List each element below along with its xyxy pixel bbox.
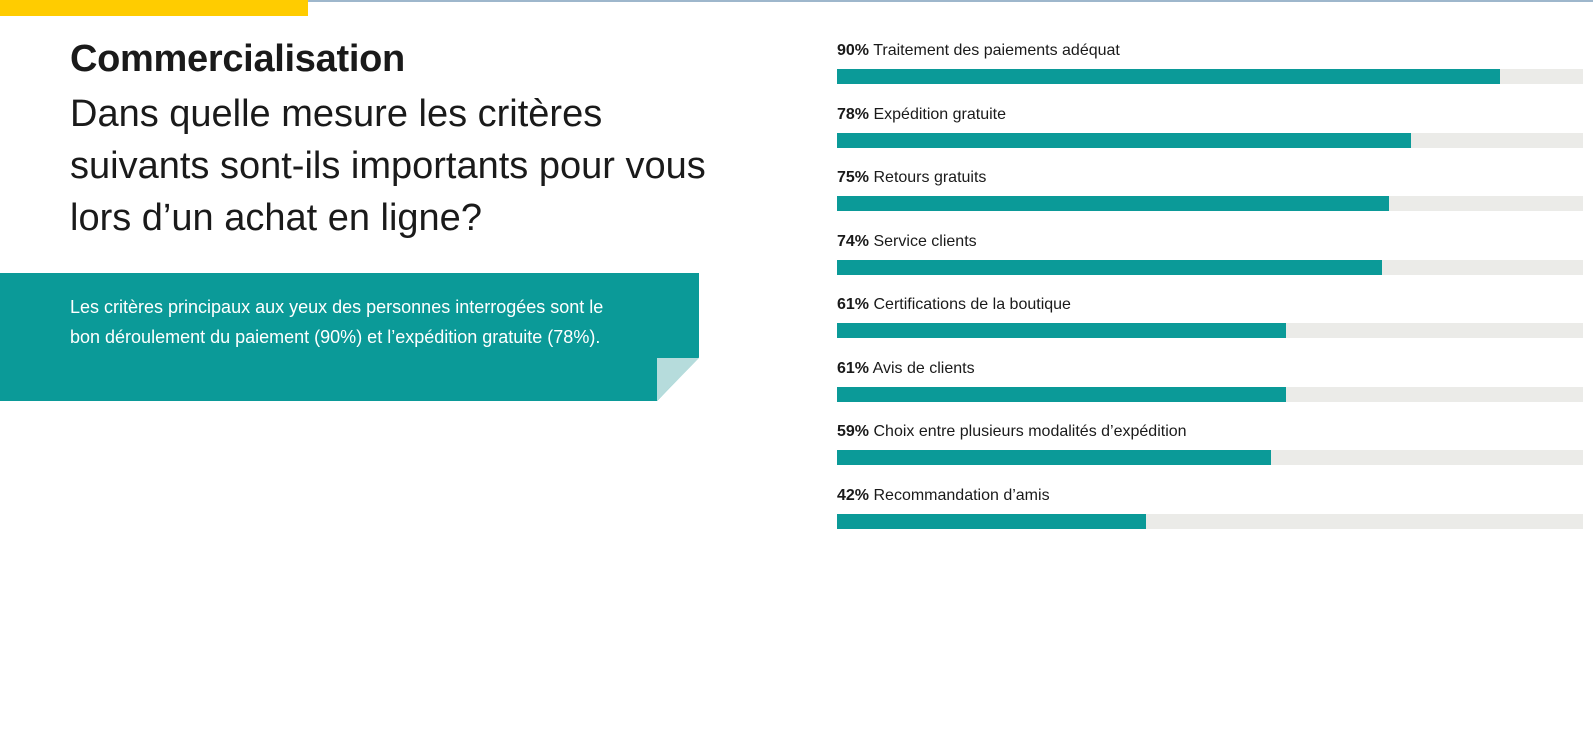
- page-title: Commercialisation: [70, 38, 405, 80]
- bar-track: [837, 196, 1583, 211]
- bar-track: [837, 132, 1583, 148]
- bar-value-label: 75%: [837, 169, 870, 186]
- bar-category-label: Service clients: [873, 232, 977, 250]
- bar-row: 74% Service clients: [837, 231, 1583, 279]
- callout-fold-corner: [657, 358, 699, 401]
- accent-bar: [0, 0, 308, 16]
- top-rule: [0, 0, 1593, 2]
- bar-category-label: Avis de clients: [872, 359, 975, 377]
- bar-label: 61% Certifications de la boutique: [837, 294, 1071, 316]
- bar-category-label: Retours gratuits: [873, 169, 987, 186]
- bar-row: 78% Expédition gratuite: [837, 104, 1583, 152]
- bar-value-label: 61%: [837, 296, 870, 313]
- bar-category-label: Choix entre plusieurs modalités d’expédi…: [873, 423, 1187, 440]
- bar-category-label: Certifications de la boutique: [873, 296, 1071, 313]
- bar-value-label: 78%: [837, 105, 870, 123]
- bar-value-label: 74%: [837, 232, 870, 250]
- bar: [837, 259, 1382, 275]
- bar-chart: 90% Traitement des paiements adéquat 78% …: [837, 0, 1583, 560]
- bar-category-label: Recommandation d’amis: [873, 486, 1050, 504]
- bar-row: 90% Traitement des paiements adéquat: [837, 40, 1583, 88]
- bar: [837, 69, 1500, 84]
- bar-track: [837, 323, 1583, 338]
- bar: [837, 196, 1389, 211]
- bar-value-label: 90%: [837, 42, 870, 59]
- bar-value-label: 59%: [837, 423, 870, 440]
- bar-label: 78% Expédition gratuite: [837, 104, 1006, 126]
- bar-row: 61% Avis de clients: [837, 358, 1583, 406]
- bar-track: [837, 259, 1583, 275]
- bar-label: 42% Recommandation d’amis: [837, 485, 1050, 507]
- bar: [837, 450, 1271, 465]
- bar-row: 75% Retours gratuits: [837, 167, 1583, 215]
- bar-track: [837, 513, 1583, 529]
- bar: [837, 386, 1286, 402]
- bar-track: [837, 386, 1583, 402]
- callout-box: [0, 273, 699, 401]
- bar-track: [837, 69, 1583, 84]
- bar-row: 42% Recommandation d’amis: [837, 485, 1583, 533]
- bar-label: 59% Choix entre plusieurs modalités d’ex…: [837, 421, 1187, 443]
- bar-label: 74% Service clients: [837, 231, 977, 253]
- bar-row: 61% Certifications de la boutique: [837, 294, 1583, 342]
- bar: [837, 323, 1286, 338]
- bar-row: 59% Choix entre plusieurs modalités d’ex…: [837, 421, 1583, 469]
- bar-track: [837, 450, 1583, 465]
- bar: [837, 513, 1146, 529]
- bar-value-label: 42%: [837, 486, 870, 504]
- survey-question: Dans quelle mesure les critères suivants…: [70, 93, 706, 239]
- bar-category-label: Traitement des paiements adéquat: [873, 42, 1120, 59]
- callout-text: Les critères principaux aux yeux des per…: [70, 297, 604, 347]
- bar-label: 90% Traitement des paiements adéquat: [837, 40, 1120, 62]
- bar-label: 61% Avis de clients: [837, 358, 975, 380]
- bar: [837, 132, 1411, 148]
- bar-label: 75% Retours gratuits: [837, 167, 986, 189]
- bar-value-label: 61%: [837, 359, 870, 377]
- bar-category-label: Expédition gratuite: [873, 105, 1007, 123]
